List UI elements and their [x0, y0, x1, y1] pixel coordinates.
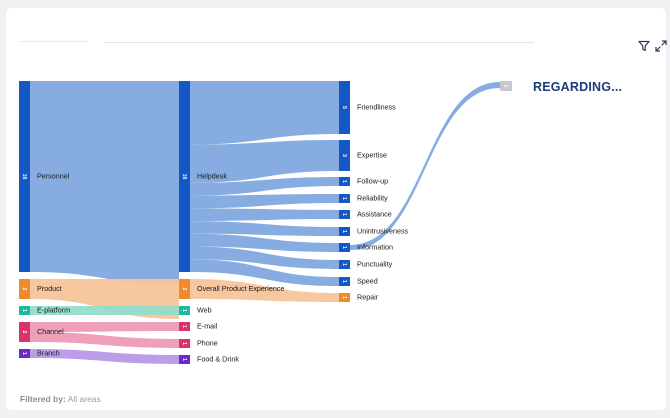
node-label-ope: Overall Product Experience [197, 284, 285, 293]
link-helpdesk-unintrusiveness[interactable] [190, 221, 339, 236]
node-label-web: Web [197, 305, 212, 314]
node-count-web: 1 [181, 309, 187, 312]
node-count-product: 2 [21, 288, 27, 291]
node-count-ope: 2 [181, 288, 187, 291]
link-helpdesk-friendliness[interactable] [190, 81, 339, 145]
node-phone[interactable] [179, 339, 190, 348]
node-label-expertise: Expertise [357, 150, 387, 159]
node-count-information: 1 [341, 246, 347, 249]
node-unintrusiveness[interactable] [339, 227, 350, 236]
node-punctuality[interactable] [339, 260, 350, 269]
node-reliability[interactable] [339, 194, 350, 203]
node-label-speed: Speed [357, 276, 378, 285]
node-label-branch: Branch [37, 348, 60, 357]
node-label-followup: Follow-up [357, 176, 388, 185]
node-label-helpdesk: Helpdesk [197, 171, 227, 180]
node-label-assistance: Assistance [357, 209, 392, 218]
node-helpdesk[interactable] [179, 81, 190, 272]
node-label-unintrusiveness: Unintrusiveness [357, 226, 409, 235]
node-label-email: E-mail [197, 321, 218, 330]
node-label-information: Information [357, 242, 393, 251]
node-count-regarding: 1 [503, 85, 509, 88]
node-email[interactable] [179, 322, 190, 331]
node-count-repair: 1 [341, 296, 347, 299]
node-label-eplatform: E-platform [37, 305, 70, 314]
node-followup[interactable] [339, 177, 350, 186]
node-repair[interactable] [339, 293, 350, 302]
node-regarding[interactable] [500, 81, 512, 91]
node-web[interactable] [179, 306, 190, 315]
header-divider [18, 41, 88, 42]
node-count-unintrusiveness: 1 [341, 230, 347, 233]
node-count-branch: 1 [21, 352, 27, 355]
link-helpdesk-assistance[interactable] [190, 208, 339, 222]
filter-label: Filtered by: [20, 394, 66, 404]
node-label-friendliness: Friendliness [357, 102, 396, 111]
node-label-repair: Repair [357, 292, 379, 301]
node-count-reliability: 1 [341, 197, 347, 200]
node-count-friendliness: 5 [341, 106, 347, 109]
link-channel-phone[interactable] [30, 332, 179, 348]
node-expertise[interactable] [339, 140, 350, 171]
node-information[interactable] [339, 243, 350, 252]
link-channel-email[interactable] [30, 322, 179, 332]
link-personnel-helpdesk[interactable] [30, 81, 179, 285]
link-helpdesk-information[interactable] [190, 233, 339, 252]
node-count-personnel: 16 [21, 174, 27, 180]
node-count-email: 1 [181, 325, 187, 328]
filter-icon[interactable] [636, 38, 652, 54]
node-count-punctuality: 1 [341, 263, 347, 266]
node-channel[interactable] [19, 322, 30, 342]
node-speed[interactable] [339, 277, 350, 286]
node-branch[interactable] [19, 349, 30, 358]
node-assistance[interactable] [339, 210, 350, 219]
link-helpdesk-expertise[interactable] [190, 140, 339, 183]
node-label-phone: Phone [197, 338, 218, 347]
node-count-phone: 1 [181, 342, 187, 345]
node-count-eplatform: 1 [21, 309, 27, 312]
node-eplatform[interactable] [19, 306, 30, 315]
link-eplatform-web[interactable] [30, 306, 179, 315]
node-personnel[interactable] [19, 81, 30, 272]
node-friendliness[interactable] [339, 81, 350, 134]
node-count-speed: 1 [341, 280, 347, 283]
node-product[interactable] [19, 279, 30, 299]
node-label-channel: Channel [37, 327, 64, 336]
filter-summary[interactable]: Filtered by: All areas [20, 394, 101, 404]
link-helpdesk-speed[interactable] [190, 259, 339, 286]
node-count-expertise: 3 [341, 154, 347, 157]
node-label-punctuality: Punctuality [357, 259, 393, 268]
node-label-fooddrink: Food & Drink [197, 354, 239, 363]
node-label-reliability: Reliability [357, 193, 388, 202]
link-helpdesk-followup[interactable] [190, 177, 339, 196]
link-branch-fooddrink[interactable] [30, 349, 179, 364]
link-ope-repair[interactable] [190, 279, 339, 302]
filter-value: All areas [67, 394, 101, 404]
node-count-channel: 2 [21, 331, 27, 334]
node-fooddrink[interactable] [179, 355, 190, 364]
node-count-fooddrink: 1 [181, 358, 187, 361]
node-count-assistance: 1 [341, 213, 347, 216]
node-ope[interactable] [179, 279, 190, 299]
link-helpdesk-reliability[interactable] [190, 194, 339, 209]
header-divider [104, 42, 534, 43]
node-label-personnel: Personnel [37, 171, 70, 180]
expand-icon[interactable] [653, 38, 669, 54]
node-count-followup: 1 [341, 180, 347, 183]
link-information-regarding[interactable] [350, 82, 500, 250]
link-helpdesk-punctuality[interactable] [190, 246, 339, 269]
regarding-title: REGARDING... [533, 80, 623, 94]
node-label-product: Product [37, 284, 62, 293]
node-count-helpdesk: 16 [181, 174, 187, 180]
